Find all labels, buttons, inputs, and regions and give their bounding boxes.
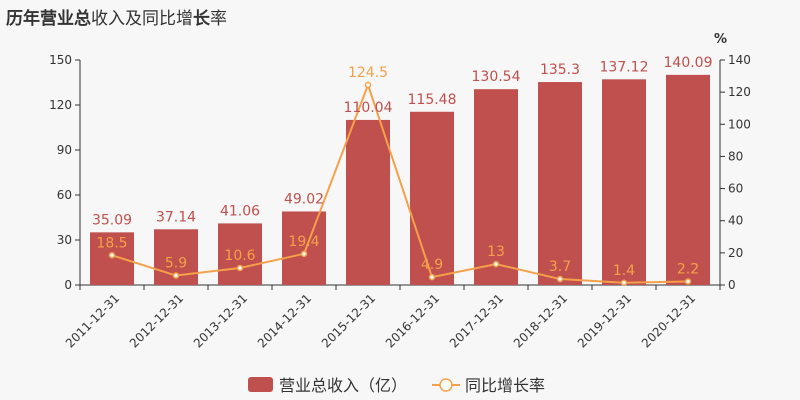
revenue-bar — [346, 119, 390, 285]
revenue-data-label: 135.3 — [540, 62, 580, 78]
growth-data-label: 1.4 — [613, 263, 635, 279]
growth-data-label: 18.5 — [96, 235, 127, 251]
chart-title: 历年营业总收入及同比增长率 — [6, 4, 227, 29]
chart-title-part: 率 — [210, 9, 227, 29]
x-tick-label: 2016-12-31 — [383, 291, 442, 350]
y-right-tick-label: 120 — [728, 85, 751, 99]
x-tick-label: 2017-12-31 — [447, 291, 506, 350]
growth-rate-line — [111, 81, 689, 284]
revenue-data-label: 110.04 — [344, 100, 393, 116]
x-tick-label: 2012-12-31 — [127, 291, 186, 350]
growth-rate-point — [300, 250, 308, 258]
chart-title-part: 长 — [193, 9, 210, 29]
y-left-tick-label: 60 — [57, 188, 72, 202]
growth-data-label: 4.9 — [421, 257, 443, 273]
growth-rate-point — [428, 273, 436, 281]
y-right-tick-label: 40 — [728, 214, 743, 228]
growth-rate-point — [620, 279, 628, 286]
revenue-data-label: 130.54 — [472, 69, 521, 85]
revenue-bar — [410, 111, 454, 285]
y-left-tick-label: 120 — [49, 98, 72, 112]
revenue-data-label: 35.09 — [92, 212, 132, 228]
growth-data-label: 5.9 — [165, 256, 187, 272]
y-right-tick-label: 100 — [728, 117, 751, 131]
revenue-bar — [602, 79, 646, 285]
y-right-tick-label: 0 — [728, 278, 736, 292]
y-right-tick-label: 20 — [728, 246, 743, 260]
growth-rate-point — [108, 252, 116, 259]
y-left-tick-label: 90 — [57, 143, 72, 157]
chart-title-part: 收入及同比增 — [91, 9, 193, 29]
revenue-data-label: 49.02 — [284, 191, 324, 207]
revenue-data-label: 41.06 — [220, 203, 260, 219]
growth-rate-point — [364, 81, 372, 89]
x-tick-label: 2015-12-31 — [319, 291, 378, 350]
x-tick-label: 2011-12-31 — [63, 291, 122, 350]
x-tick-label: 2014-12-31 — [255, 291, 314, 350]
y-left-tick-label: 0 — [64, 278, 72, 292]
y-right-unit: % — [714, 32, 727, 47]
growth-rate-point — [556, 275, 564, 283]
revenue-data-label: 115.48 — [408, 92, 457, 108]
growth-data-label: 2.2 — [677, 261, 699, 277]
growth-data-label: 19.4 — [288, 234, 319, 250]
legend-revenue-label: 营业总收入（亿） — [279, 376, 407, 395]
y-left-tick-label: 30 — [57, 233, 72, 247]
y-left-tick-label: 150 — [49, 53, 72, 67]
growth-data-label: 13 — [487, 244, 505, 260]
chart-title-part: 历年 — [6, 9, 40, 29]
x-tick-label: 2020-12-31 — [639, 291, 698, 350]
revenue-bar — [538, 82, 582, 285]
revenue-data-label: 140.09 — [664, 55, 713, 71]
legend-growth-marker — [439, 378, 453, 392]
y-right-tick-label: 140 — [728, 53, 751, 67]
revenue-bar — [666, 74, 710, 286]
y-right-tick-label: 80 — [728, 149, 743, 163]
growth-data-label: 3.7 — [549, 259, 571, 275]
revenue-data-label: 137.12 — [600, 59, 649, 75]
x-tick-label: 2013-12-31 — [191, 291, 250, 350]
revenue-bar — [282, 211, 326, 285]
revenue-data-label: 37.14 — [156, 209, 196, 225]
growth-rate-point — [236, 264, 244, 272]
growth-rate-point — [492, 260, 500, 268]
y-right-tick-label: 60 — [728, 182, 743, 196]
growth-data-label: 124.5 — [348, 65, 388, 81]
revenue-bar — [90, 232, 134, 285]
legend-growth-label: 同比增长率 — [465, 376, 545, 395]
x-tick-label: 2018-12-31 — [511, 291, 570, 350]
growth-rate-point — [172, 272, 180, 279]
chart-title-part: 营业总 — [40, 9, 91, 29]
revenue-bar — [474, 89, 518, 285]
growth-data-label: 10.6 — [224, 248, 255, 264]
revenue-bar — [218, 223, 262, 285]
x-tick-label: 2019-12-31 — [575, 291, 634, 350]
growth-rate-point — [684, 278, 692, 285]
legend-revenue-swatch — [248, 377, 273, 392]
